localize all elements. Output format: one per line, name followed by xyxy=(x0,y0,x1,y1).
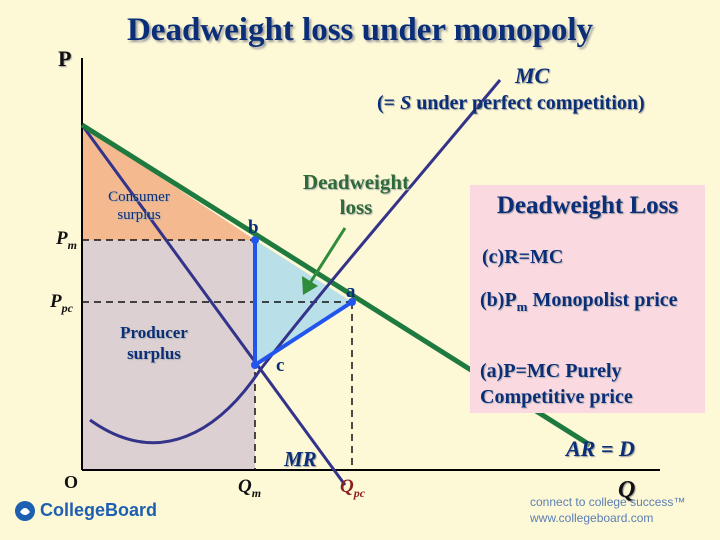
ppc-label: Ppc xyxy=(50,291,73,315)
mr-curve xyxy=(80,124,347,486)
qpc-label: Qpc xyxy=(340,476,366,500)
collegeboard-wordmark: CollegeBoard xyxy=(40,500,158,520)
info-line-c: (c)R=MC xyxy=(482,246,564,268)
info-line-a: (a)P=MC Purely Competitive price xyxy=(480,360,633,408)
collegeboard-tagline: connect to college success™ www.collegeb… xyxy=(530,494,685,526)
mc-subtitle: (= S under perfect competition) xyxy=(377,92,645,114)
demand-label: AR = D xyxy=(566,436,635,461)
point-a xyxy=(348,298,356,306)
page-title: Deadweight loss under monopoly xyxy=(126,12,594,48)
y-axis-label: P xyxy=(58,46,72,71)
collegeboard-logo: CollegeBoard xyxy=(14,500,157,522)
deadweight-info-box xyxy=(470,185,705,413)
producer-surplus-label: Producer surplus xyxy=(120,323,188,363)
acorn-icon xyxy=(15,501,35,522)
tagline-line-2: www.collegeboard.com xyxy=(530,511,654,525)
producer-surplus-area xyxy=(82,240,255,470)
origin-label: O xyxy=(64,472,79,492)
deadweight-arrow xyxy=(308,227,347,284)
point-b-label: b xyxy=(248,217,259,238)
deadweight-arrow-head xyxy=(302,276,318,295)
point-c xyxy=(251,361,259,369)
point-c-label: c xyxy=(276,355,285,376)
point-a-label: a xyxy=(346,281,356,302)
info-box-heading: Deadweight Loss xyxy=(496,192,679,219)
mc-label: MC xyxy=(515,63,550,88)
consumer-surplus-label: Consumer surplus xyxy=(108,189,170,223)
info-line-b: (b)Pm Monopolist price xyxy=(480,289,678,314)
x-axis-label: Q xyxy=(618,477,636,503)
tagline-line-1: connect to college success™ xyxy=(530,495,686,509)
deadweight-loss-label: Deadweight loss xyxy=(302,170,410,219)
mr-label: MR xyxy=(284,447,317,471)
pm-label: Pm xyxy=(56,228,77,252)
qm-label: Qm xyxy=(238,476,262,500)
point-b xyxy=(251,236,259,244)
